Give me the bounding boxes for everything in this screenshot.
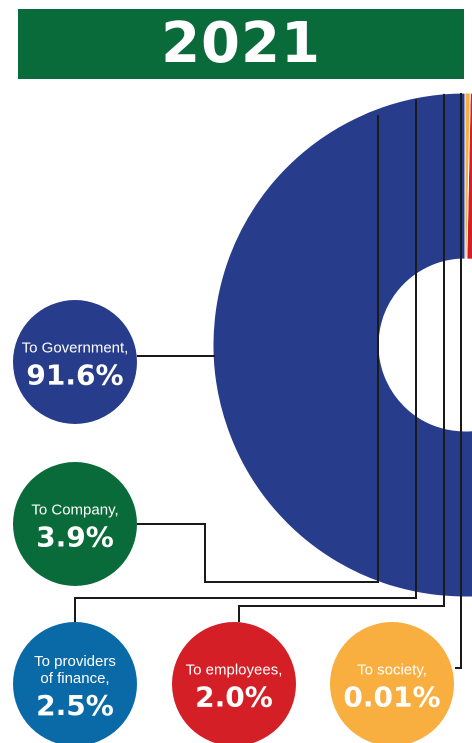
bubble-value-3: 2.0% (195, 681, 273, 714)
bubble-circle-4 (330, 622, 454, 743)
bubble-value-0: 91.6% (26, 359, 123, 392)
leader-line-3 (238, 93, 445, 622)
bubble-1: To Company, 3.9% (13, 462, 137, 586)
bubble-label-1-0: To Company, (31, 502, 118, 519)
leader-lines (74, 93, 462, 669)
bubble-circle-0 (13, 300, 137, 424)
bubble-circle-1 (13, 462, 137, 586)
slice-0 (212, 92, 472, 598)
bubble-3: To employees, 2.0% (172, 622, 296, 743)
slice-4 (464, 92, 471, 260)
bubble-label-3-0: To employees, (186, 662, 283, 679)
bubble-0: To Government, 91.6% (13, 300, 137, 424)
bubble-circle-3 (172, 622, 296, 743)
leader-line-4 (455, 93, 462, 669)
bubble-4: To society, 0.01% (330, 622, 454, 743)
bubble-label-4-0: To society, (357, 662, 427, 679)
leader-line-1 (137, 115, 379, 583)
bubble-value-4: 0.01% (343, 681, 440, 714)
bubble-label-0-0: To Government, (22, 340, 129, 357)
leader-line-2 (74, 99, 417, 622)
chart-title: 2021 (161, 11, 321, 76)
donut-slices (212, 92, 472, 598)
bubble-circle-2 (13, 622, 137, 743)
label-bubbles: To Government, 91.6% To Company, 3.9% To pro… (13, 300, 454, 743)
bubble-value-2: 2.5% (36, 689, 114, 722)
bubble-label-2-0: To providers (34, 653, 116, 670)
title-banner: 2021 (18, 9, 464, 79)
bubble-label-2-1: of finance, (40, 670, 109, 687)
bubble-value-1: 3.9% (36, 521, 114, 554)
